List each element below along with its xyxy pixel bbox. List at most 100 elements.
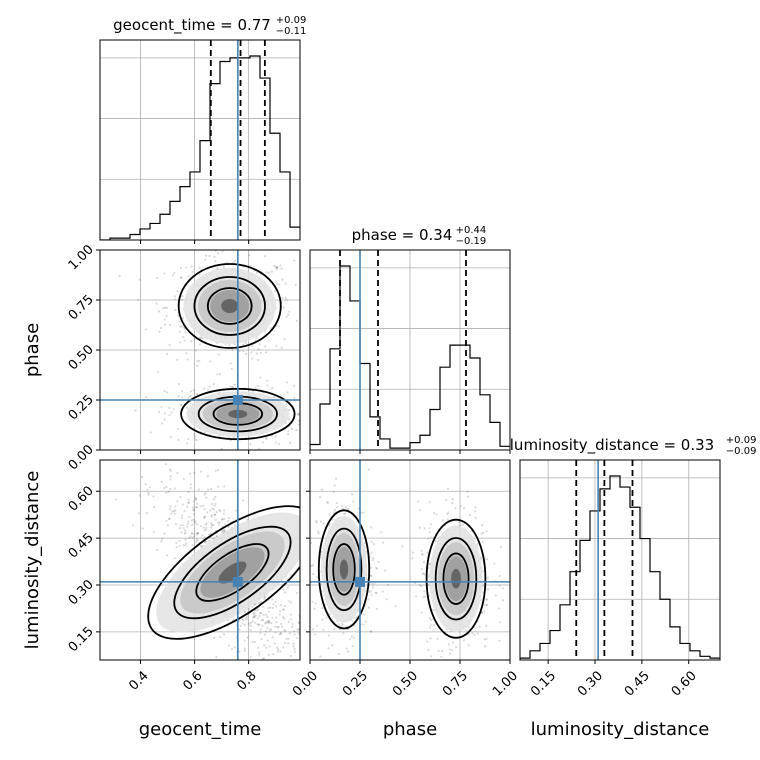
sample-point bbox=[255, 271, 259, 274]
sample-point bbox=[181, 298, 184, 301]
sample-point bbox=[274, 625, 277, 628]
sample-point bbox=[169, 475, 172, 478]
x-tick-label: 0.6 bbox=[180, 668, 205, 693]
sample-point bbox=[140, 475, 144, 479]
sample-point bbox=[254, 339, 257, 342]
sample-point bbox=[429, 618, 433, 622]
sample-point bbox=[261, 441, 265, 444]
sample-point bbox=[331, 745, 333, 747]
sample-point bbox=[283, 629, 286, 632]
sample-point bbox=[279, 650, 282, 653]
sample-point bbox=[304, 646, 306, 648]
sample-point bbox=[174, 308, 177, 312]
sample-point bbox=[371, 586, 375, 589]
sample-point bbox=[301, 605, 303, 607]
y-tick-label: 0.25 bbox=[66, 392, 97, 423]
sample-point bbox=[262, 613, 265, 616]
y-tick-label: 0.60 bbox=[66, 483, 97, 514]
sample-point bbox=[320, 488, 324, 491]
sample-point bbox=[199, 505, 202, 508]
sample-point bbox=[437, 649, 440, 652]
sample-point bbox=[226, 261, 229, 264]
sample-point bbox=[341, 507, 345, 510]
sample-point bbox=[279, 632, 282, 635]
sample-point bbox=[204, 541, 207, 544]
panel-frame bbox=[99, 39, 301, 241]
sample-point bbox=[445, 498, 448, 501]
sample-point bbox=[394, 604, 397, 608]
sample-point bbox=[177, 382, 181, 386]
sample-point bbox=[267, 606, 270, 610]
sample-point bbox=[263, 644, 266, 647]
sample-point bbox=[222, 633, 226, 636]
sample-point bbox=[286, 391, 289, 394]
sample-point bbox=[221, 529, 224, 532]
sample-point bbox=[232, 385, 235, 389]
sample-point bbox=[280, 622, 283, 625]
sample-point bbox=[421, 552, 424, 556]
sample-point bbox=[428, 562, 431, 566]
sample-point bbox=[242, 618, 245, 621]
sample-point bbox=[427, 649, 430, 652]
sample-point bbox=[164, 323, 167, 326]
sample-point bbox=[137, 512, 141, 515]
sample-point bbox=[227, 517, 230, 520]
sample-point bbox=[208, 385, 211, 388]
sample-point bbox=[253, 615, 256, 619]
sample-point bbox=[466, 692, 468, 694]
sample-point bbox=[264, 622, 267, 625]
sample-point bbox=[214, 260, 217, 263]
sample-point bbox=[346, 650, 349, 653]
sample-point bbox=[374, 591, 377, 594]
sample-point bbox=[232, 436, 235, 439]
sample-point bbox=[185, 542, 188, 545]
sample-point bbox=[134, 409, 137, 412]
sample-point bbox=[222, 509, 226, 512]
sample-point bbox=[473, 633, 476, 636]
sample-point bbox=[176, 358, 179, 361]
y-tick-label: 0.15 bbox=[66, 624, 97, 655]
sample-point bbox=[281, 296, 284, 300]
sample-point bbox=[295, 661, 297, 663]
sample-point bbox=[216, 267, 219, 270]
sample-point bbox=[196, 359, 199, 363]
sample-point bbox=[421, 553, 424, 557]
sample-point bbox=[300, 654, 302, 656]
panel-body bbox=[100, 250, 300, 450]
sample-point bbox=[203, 493, 206, 496]
sample-point bbox=[284, 629, 287, 632]
sample-point bbox=[331, 518, 334, 521]
sample-point bbox=[168, 468, 172, 471]
sample-point bbox=[427, 583, 430, 587]
sample-point bbox=[179, 437, 181, 439]
sample-point bbox=[168, 323, 172, 327]
sample-point bbox=[196, 502, 199, 505]
sample-point bbox=[157, 310, 161, 313]
sample-point bbox=[441, 519, 444, 522]
sample-point bbox=[179, 325, 182, 328]
sample-point bbox=[190, 532, 193, 535]
sample-point bbox=[191, 536, 194, 540]
title-plus-luminosity_distance: +0.09 bbox=[726, 435, 757, 446]
sample-point bbox=[278, 613, 281, 616]
sample-point bbox=[276, 265, 279, 269]
x-tick-label: 0.75 bbox=[440, 668, 471, 699]
sample-point bbox=[418, 583, 421, 587]
sample-point bbox=[294, 650, 297, 653]
sample-point bbox=[195, 540, 198, 544]
title-minus-geocent_time: −0.11 bbox=[276, 26, 307, 37]
sample-point bbox=[258, 612, 262, 615]
sample-point bbox=[289, 654, 293, 658]
sample-point bbox=[246, 636, 249, 639]
sample-point bbox=[485, 637, 488, 640]
sample-point bbox=[467, 626, 470, 629]
truth-marker bbox=[355, 576, 365, 587]
sample-point bbox=[231, 386, 234, 389]
sample-point bbox=[179, 524, 183, 527]
sample-point bbox=[385, 598, 388, 601]
sample-point bbox=[208, 533, 211, 536]
sample-point bbox=[257, 348, 260, 351]
sample-point bbox=[282, 608, 285, 611]
sample-point bbox=[170, 411, 173, 414]
sample-point bbox=[283, 604, 287, 608]
